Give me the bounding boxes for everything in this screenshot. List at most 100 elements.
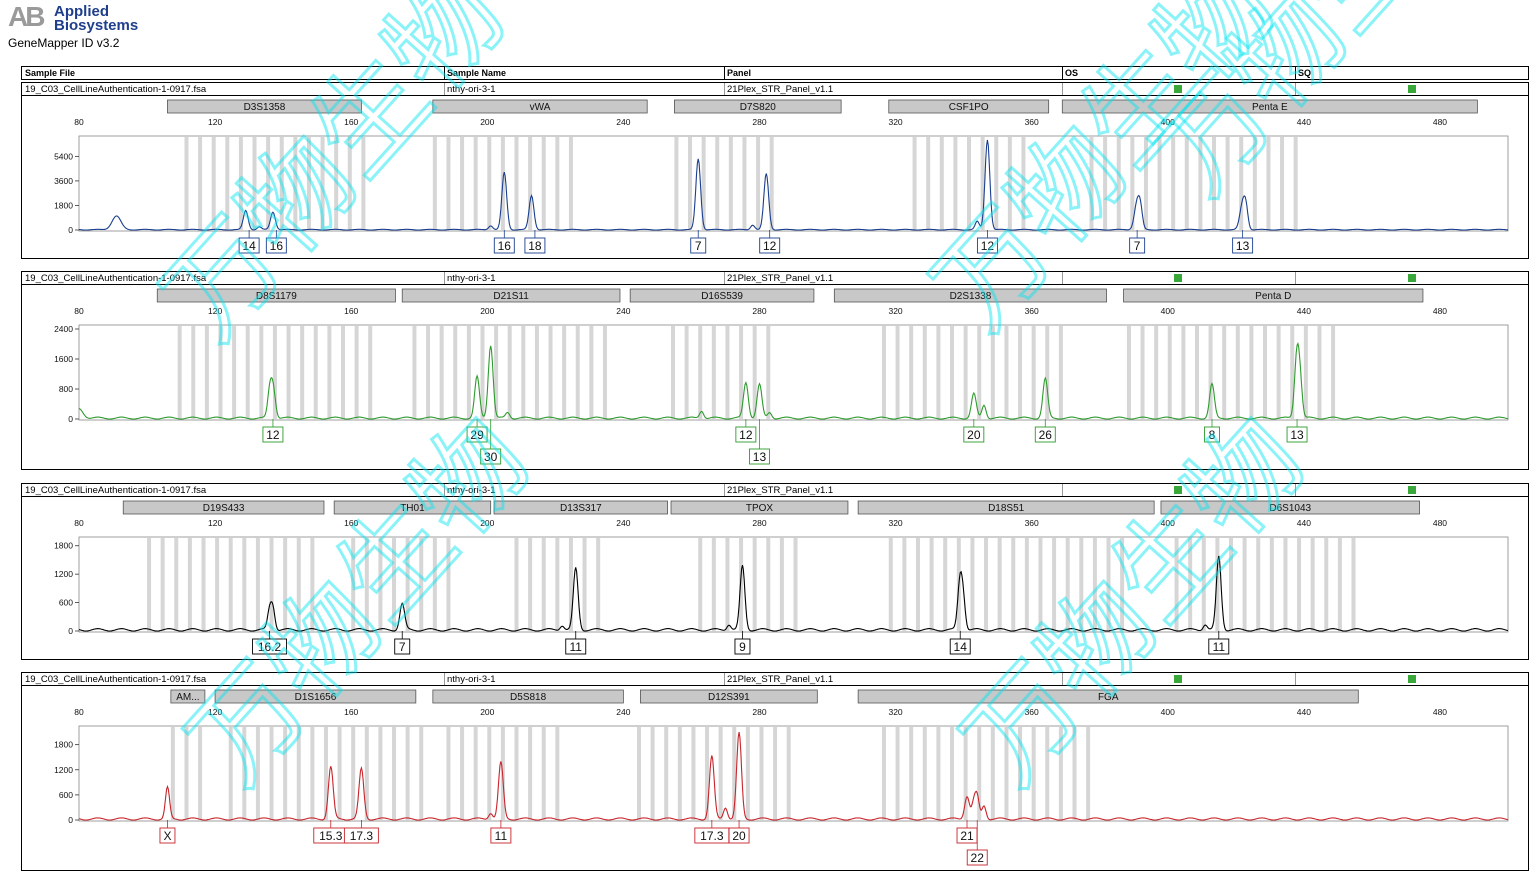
allele-bin — [1154, 326, 1159, 419]
allele-call-box[interactable] — [265, 237, 287, 254]
locus-bar-d1s1656[interactable] — [214, 689, 417, 704]
locus-bar-tpox[interactable] — [670, 500, 849, 515]
locus-bar-penta-e[interactable] — [1061, 99, 1478, 114]
allele-bin — [218, 326, 223, 419]
allele-bin — [582, 538, 587, 631]
electropherogram-panel-black: 19_C03_CellLineAuthentication-1-0917.fsa… — [21, 483, 1529, 660]
panel-panel-name: 21Plex_STR_Panel_v1.1 — [727, 273, 834, 284]
allele-bin — [364, 727, 369, 820]
allele-bin — [1021, 137, 1026, 230]
allele-call-label: 17.3 — [700, 829, 724, 843]
allele-call-box[interactable] — [1286, 426, 1308, 443]
plot-area — [78, 725, 1509, 822]
locus-bar-penta-d[interactable] — [1123, 288, 1424, 303]
allele-bin — [1045, 727, 1050, 820]
allele-call-box[interactable] — [252, 638, 287, 655]
locus-bar-d13s317[interactable] — [493, 500, 669, 515]
panel-info-row: 19_C03_CellLineAuthentication-1-0917.fsa… — [22, 484, 1528, 497]
x-tick-label: 440 — [1297, 707, 1311, 717]
locus-bar-d19s433[interactable] — [122, 500, 325, 515]
panel-sample-file[interactable]: 19_C03_CellLineAuthentication-1-0917.fsa — [25, 485, 207, 496]
locus-bar-d21s11[interactable] — [401, 288, 621, 303]
allele-call-label: 7 — [695, 239, 702, 253]
y-tick-label: 800 — [59, 384, 73, 394]
allele-bin — [245, 326, 250, 419]
allele-call-box[interactable] — [466, 426, 488, 443]
allele-bin — [745, 727, 750, 820]
allele-call-box[interactable] — [1232, 237, 1254, 254]
panel-sample-file[interactable]: 19_C03_CellLineAuthentication-1-0917.fsa — [25, 674, 207, 685]
locus-bar-d6s1043[interactable] — [1160, 500, 1420, 515]
allele-call-box[interactable] — [262, 426, 284, 443]
allele-bin — [1310, 538, 1315, 631]
allele-call-box[interactable] — [749, 448, 770, 465]
electropherogram-panel-blue: 19_C03_CellLineAuthentication-1-0917.fsa… — [21, 82, 1529, 259]
allele-call-box[interactable] — [734, 638, 751, 655]
allele-call-box[interactable] — [966, 849, 988, 866]
locus-bar-d3s1358[interactable] — [167, 99, 362, 114]
allele-bin — [1331, 326, 1336, 419]
allele-call-box[interactable] — [1204, 426, 1220, 443]
allele-call-box[interactable] — [238, 237, 260, 254]
allele-call-box[interactable] — [159, 827, 176, 844]
allele-bin — [480, 326, 485, 419]
allele-call-box[interactable] — [524, 237, 546, 254]
allele-bin — [259, 326, 264, 419]
allele-bin — [895, 326, 900, 419]
locus-bar-d12s391[interactable] — [639, 689, 818, 704]
allele-call-box[interactable] — [759, 237, 781, 254]
locus-bar-d5s818[interactable] — [432, 689, 624, 704]
locus-bar-csf1po[interactable] — [888, 99, 1050, 114]
allele-bin — [351, 538, 356, 631]
locus-bar-d2s1338[interactable] — [833, 288, 1107, 303]
allele-call-box[interactable] — [1129, 237, 1146, 254]
allele-call-box[interactable] — [963, 426, 985, 443]
allele-bin — [779, 538, 784, 631]
locus-bar-d8s1179[interactable] — [156, 288, 396, 303]
x-tick-label: 400 — [1161, 707, 1175, 717]
locus-bar-d7s820[interactable] — [674, 99, 842, 114]
allele-call-box[interactable] — [343, 827, 379, 844]
x-tick-label: 200 — [480, 707, 494, 717]
allele-bin — [881, 326, 886, 419]
allele-call-box[interactable] — [493, 237, 515, 254]
allele-call-label: 14 — [954, 640, 968, 654]
allele-bin — [1031, 727, 1036, 820]
locus-bar-d16s539[interactable] — [629, 288, 815, 303]
allele-call-box[interactable] — [565, 638, 587, 655]
allele-call-box[interactable] — [690, 237, 707, 254]
allele-bin — [340, 326, 345, 419]
panel-sample-file[interactable]: 19_C03_CellLineAuthentication-1-0917.fsa — [25, 84, 207, 95]
allele-call-box[interactable] — [490, 827, 512, 844]
allele-bin — [272, 326, 277, 419]
allele-call-box[interactable] — [735, 426, 757, 443]
locus-bar-d18s51[interactable] — [857, 500, 1155, 515]
x-tick-label: 320 — [888, 306, 902, 316]
allele-bin — [1184, 137, 1189, 230]
allele-bin — [994, 137, 999, 230]
locus-bar-am-[interactable] — [170, 689, 206, 704]
allele-call-box[interactable] — [1208, 638, 1230, 655]
x-tick-label: 280 — [752, 707, 766, 717]
allele-bin — [929, 538, 934, 631]
allele-call-box[interactable] — [394, 638, 411, 655]
allele-call-box[interactable] — [1034, 426, 1056, 443]
allele-call-box[interactable] — [480, 448, 502, 465]
logo-text: Applied Biosystems — [54, 4, 138, 33]
allele-bin — [204, 326, 209, 419]
locus-bar-vwa[interactable] — [432, 99, 648, 114]
allele-bin — [1103, 137, 1108, 230]
allele-bin — [296, 538, 301, 631]
panel-sample-file[interactable]: 19_C03_CellLineAuthentication-1-0917.fsa — [25, 273, 207, 284]
allele-bin — [677, 727, 682, 820]
allele-call-box[interactable] — [728, 827, 750, 844]
allele-bin — [269, 727, 274, 820]
locus-bar-th01[interactable] — [333, 500, 492, 515]
y-tick-label: 5400 — [54, 151, 73, 161]
allele-bin — [596, 538, 601, 631]
allele-call-box[interactable] — [976, 237, 998, 254]
allele-call-label: 15.3 — [319, 829, 343, 843]
allele-call-box[interactable] — [949, 638, 971, 655]
allele-bin — [1018, 326, 1023, 419]
locus-bar-fga[interactable] — [857, 689, 1359, 704]
